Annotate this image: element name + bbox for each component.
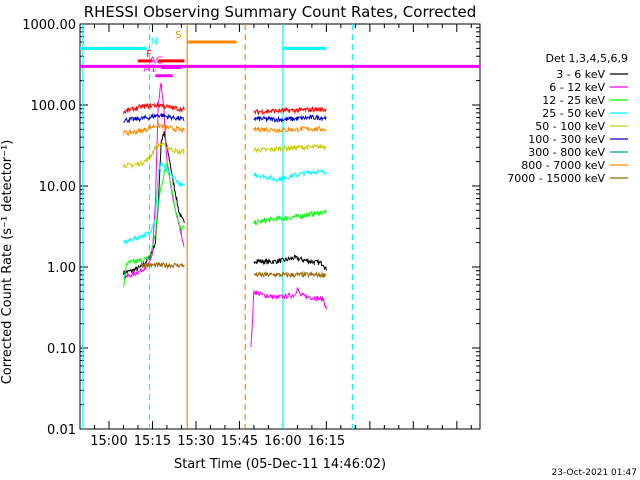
plot-area: 0.01 0.10 1.00 10.00 100.00 1000.00 15:00 15:15… xyxy=(22,18,481,449)
series-line xyxy=(253,169,327,184)
flag-label: A1 xyxy=(143,64,156,75)
series-line xyxy=(253,105,327,116)
series-line xyxy=(123,102,185,115)
series-line xyxy=(123,161,185,287)
x-tick-label: 15:45 xyxy=(221,434,258,449)
flag-label: F xyxy=(146,49,152,60)
plot-frame xyxy=(79,23,481,430)
x-tick-label: 16:00 xyxy=(264,434,301,449)
series-line xyxy=(253,143,327,154)
series-line xyxy=(123,161,185,245)
series-line xyxy=(253,270,327,279)
legend-label: 50 - 100 keV xyxy=(535,120,605,133)
legend-label: 25 - 50 keV xyxy=(542,107,605,120)
legend-title: Det 1,3,4,5,6,9 xyxy=(545,52,628,65)
flag-label: N xyxy=(151,36,158,47)
series-line xyxy=(253,125,327,134)
legend-label: 800 - 7000 keV xyxy=(521,159,605,172)
series-line xyxy=(253,254,327,271)
legend-label: 6 - 12 keV xyxy=(549,81,605,94)
legend-label: 3 - 6 keV xyxy=(556,68,605,81)
flag-label: S xyxy=(175,30,181,41)
legend-label: 300 - 800 keV xyxy=(528,146,605,159)
series-line xyxy=(123,112,185,124)
series-line xyxy=(123,122,185,137)
y-tick-label: 100.00 xyxy=(31,99,77,114)
series-line xyxy=(123,82,185,280)
series-line xyxy=(253,113,327,123)
y-tick-label: 10.00 xyxy=(39,180,76,195)
x-tick-label: 15:00 xyxy=(90,434,127,449)
timestamp: 23-Oct-2021 01:47 xyxy=(552,468,637,478)
y-tick-label: 1.00 xyxy=(47,261,76,276)
x-axis-label: Start Time (05-Dec-11 14:46:02) xyxy=(174,457,386,472)
legend-label: 12 - 25 keV xyxy=(542,94,605,107)
y-axis-label: Corrected Count Rate (s⁻¹ detector⁻¹) xyxy=(0,140,15,385)
legend-label: 100 - 300 keV xyxy=(528,133,605,146)
x-tick-label: 15:15 xyxy=(134,434,171,449)
x-tick-label: 15:30 xyxy=(177,434,214,449)
y-tick-label: 1000.00 xyxy=(22,18,76,33)
y-tick-label: 0.01 xyxy=(47,423,76,438)
flag-label: AC xyxy=(149,56,163,67)
series-line xyxy=(140,261,185,270)
chart-title: RHESSI Observing Summary Count Rates, Co… xyxy=(84,3,477,21)
x-tick-label: 16:15 xyxy=(308,434,345,449)
series-line xyxy=(250,287,327,348)
series-line xyxy=(253,209,327,226)
series-line xyxy=(123,141,185,170)
legend-label: 7000 - 15000 keV xyxy=(507,172,605,185)
y-tick-label: 0.10 xyxy=(47,342,76,357)
